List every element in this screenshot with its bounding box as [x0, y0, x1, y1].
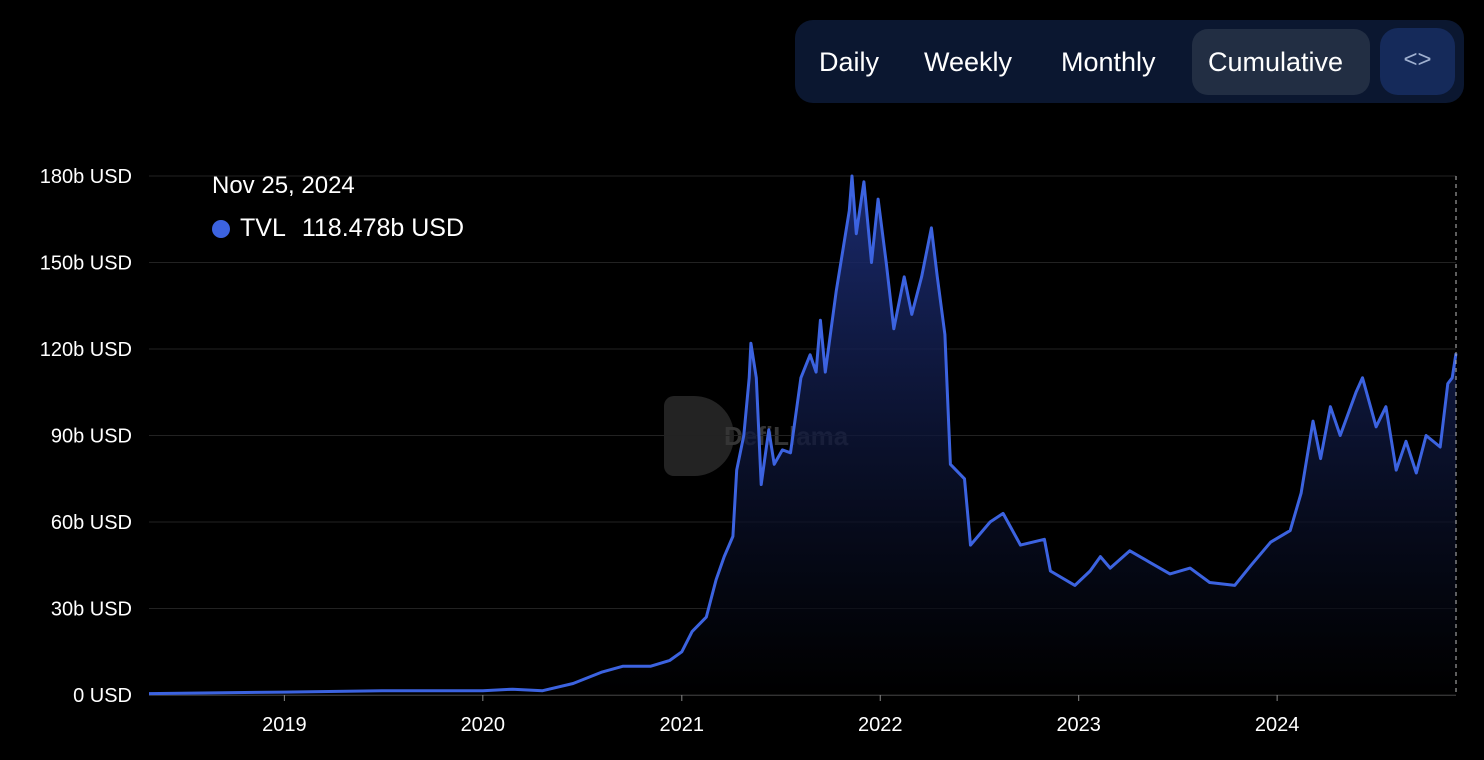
tooltip-series: TVL	[240, 214, 286, 242]
tooltip-row: TVL 118.478b USD	[212, 214, 464, 243]
y-tick-label: 60b USD	[51, 512, 132, 534]
x-tick-label: 2019	[262, 714, 307, 736]
x-tick-label: 2020	[461, 714, 506, 736]
chart-view-toolbar: Daily Weekly Monthly Cumulative <>	[795, 20, 1464, 103]
tvl-area	[149, 176, 1456, 695]
y-tick-label: 30b USD	[51, 599, 132, 621]
y-tick-label: 0 USD	[73, 685, 132, 707]
y-tick-label: 150b USD	[40, 253, 132, 275]
daily-button[interactable]: Daily	[819, 47, 880, 77]
x-tick-label: 2024	[1255, 714, 1300, 736]
tvl-line	[148, 174, 1458, 696]
x-tick-label: 2023	[1056, 714, 1101, 736]
embed-button[interactable]: <>	[1380, 28, 1455, 95]
x-tick-label: 2021	[660, 714, 705, 736]
code-brackets-icon: <>	[1403, 46, 1432, 73]
y-tick-label: 120b USD	[40, 339, 132, 361]
cumulative-button[interactable]: Cumulative	[1192, 29, 1370, 95]
weekly-button[interactable]: Weekly	[924, 47, 1013, 77]
y-tick-label: 90b USD	[51, 426, 132, 448]
monthly-button[interactable]: Monthly	[1061, 47, 1156, 77]
tooltip-value: 118.478b USD	[301, 214, 465, 242]
y-tick-label: 180b USD	[40, 166, 132, 188]
x-tick-label: 2022	[858, 714, 903, 736]
tooltip-date: Nov 25, 2024	[212, 172, 355, 199]
series-dot-icon	[212, 219, 230, 238]
